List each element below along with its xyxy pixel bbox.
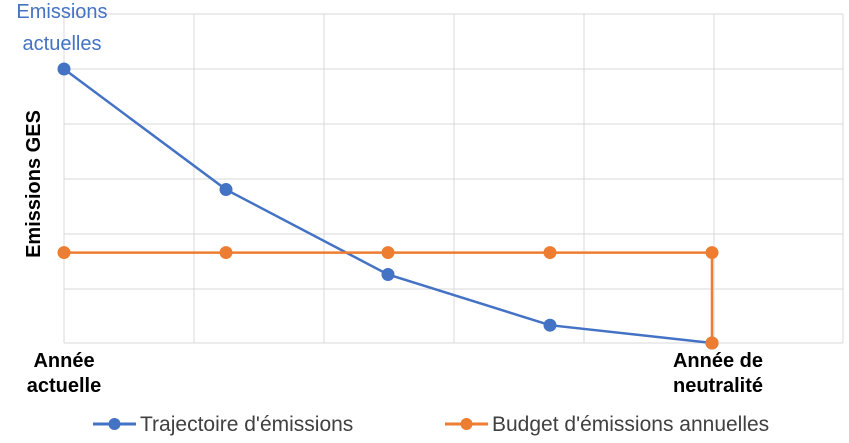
x-end-label-line-1: Année de bbox=[673, 350, 763, 372]
chart-series-layer bbox=[57, 62, 719, 350]
x-start-label-line-1: Année bbox=[33, 350, 94, 372]
data-point-budget bbox=[543, 246, 557, 260]
legend-item-budget: Budget d'émissions annuelles bbox=[445, 413, 769, 436]
series-line-trajectoire bbox=[63, 67, 713, 345]
chart-gridlines bbox=[63, 13, 844, 344]
legend-item-trajectoire: Trajectoire d'émissions bbox=[93, 413, 353, 436]
legend: Trajectoire d'émissions Budget d'émissio… bbox=[93, 413, 769, 436]
data-point-budget bbox=[57, 246, 71, 260]
legend-swatch-marker-trajectoire bbox=[108, 418, 121, 430]
y-axis-label: Emissions GES bbox=[23, 110, 45, 258]
data-point-trajectoire bbox=[543, 318, 557, 332]
data-point-budget bbox=[705, 246, 719, 260]
annotation-top-line-1: Emissions bbox=[16, 1, 107, 23]
data-point-trajectoire bbox=[381, 268, 395, 281]
legend-label-budget: Budget d'émissions annuelles bbox=[492, 413, 769, 436]
data-point-trajectoire bbox=[57, 62, 71, 76]
data-point-budget bbox=[219, 246, 233, 260]
annotation-top-line-2: actuelles bbox=[23, 33, 102, 55]
x-end-label-line-2: neutralité bbox=[673, 375, 763, 397]
legend-label-trajectoire: Trajectoire d'émissions bbox=[140, 413, 353, 436]
x-start-label-line-2: actuelle bbox=[27, 375, 101, 397]
legend-swatch-marker-budget bbox=[460, 418, 473, 430]
data-point-trajectoire bbox=[219, 183, 233, 197]
data-point-budget bbox=[705, 336, 719, 350]
data-point-budget bbox=[381, 246, 395, 260]
